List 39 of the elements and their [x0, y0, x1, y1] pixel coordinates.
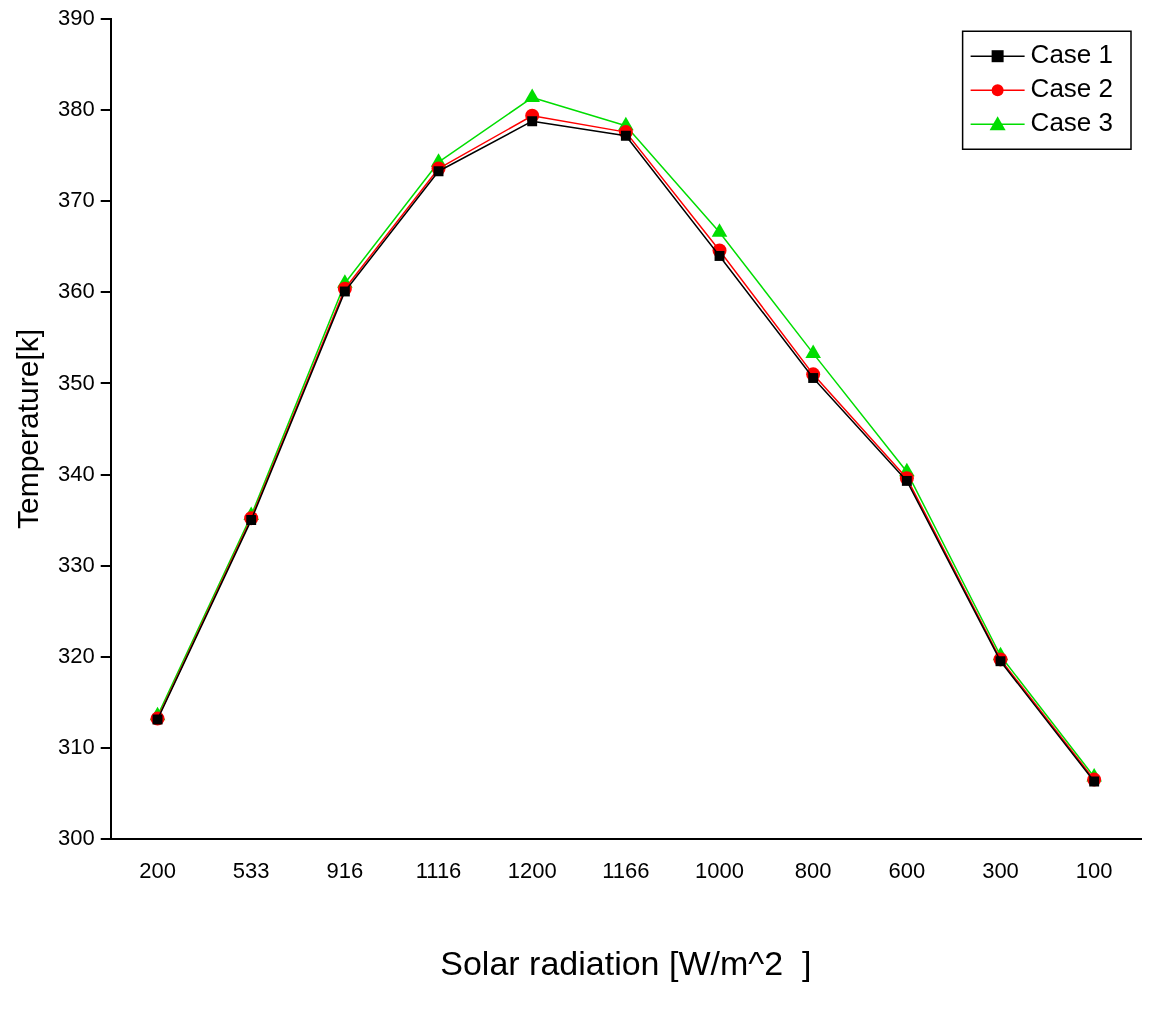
x-tick-label: 300	[982, 858, 1019, 884]
y-tick-label: 380	[57, 96, 95, 122]
x-tick-label: 600	[888, 858, 926, 884]
legend-label: Case 2	[1030, 73, 1114, 104]
x-axis-title: Solar radiation [W/m^2 ]	[440, 943, 812, 982]
point	[246, 515, 257, 526]
point	[711, 223, 728, 237]
x-tick-label: 1166	[602, 858, 650, 884]
y-tick-label: 330	[57, 551, 95, 577]
point	[1089, 776, 1100, 787]
point	[620, 130, 631, 141]
x-tick-label: 1200	[507, 858, 557, 884]
y-tick-label: 370	[57, 187, 95, 213]
point	[808, 373, 819, 383]
y-tick-label: 300	[57, 824, 95, 850]
y-tick-label: 340	[57, 460, 95, 486]
y-tick-label: 360	[57, 278, 95, 304]
x-tick-label: 1000	[695, 858, 744, 884]
point	[433, 166, 444, 177]
x-tick-label: 1116	[415, 858, 462, 884]
legend-label: Case 1	[1030, 39, 1114, 70]
point	[901, 475, 912, 486]
x-tick-label: 800	[794, 858, 832, 884]
x-tick-label: 533	[232, 858, 270, 884]
x-tick-label: 200	[139, 858, 176, 884]
y-tick-label: 310	[57, 733, 95, 759]
point	[995, 656, 1006, 667]
y-tick-label: 350	[57, 369, 95, 395]
point	[805, 344, 821, 358]
y-tick-label: 320	[57, 642, 95, 668]
legend-label: Case 3	[1030, 107, 1114, 138]
point	[339, 286, 350, 297]
x-tick-label: 100	[1075, 858, 1113, 884]
point	[714, 251, 725, 261]
y-tick-label: 390	[57, 5, 95, 31]
x-tick-label: 916	[326, 858, 364, 884]
y-axis-title: Temperature[k]	[11, 328, 45, 530]
point	[527, 116, 538, 127]
point	[524, 88, 540, 103]
